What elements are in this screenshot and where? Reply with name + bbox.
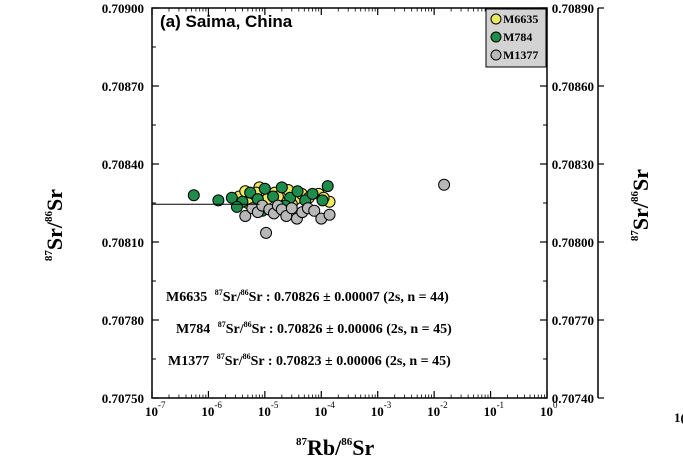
right-panel-y-tick-label: 0.70740 — [552, 391, 594, 406]
right-panel-y-tick-label: 0.70860 — [552, 79, 594, 94]
right-panel-y-tick-label: 0.70890 — [552, 1, 594, 16]
data-point-m784 — [187, 189, 200, 202]
data-layer — [152, 178, 451, 239]
right-panel-y-tick-label: 0.70830 — [552, 157, 594, 172]
x-tick-label-exponent: -4 — [327, 400, 335, 410]
legend-marker-m784 — [490, 31, 502, 43]
annotation-m784-label: M784 — [176, 322, 210, 337]
x-tick-label-exponent: -1 — [497, 400, 505, 410]
y-axis-title: 87Sr/86Sr — [42, 189, 67, 261]
x-tick-label: 10 — [314, 404, 327, 419]
data-point-m1377 — [438, 178, 451, 191]
annotations: M6635 87Sr/86Sr : 0.70826 ± 0.00007 (2s,… — [166, 288, 452, 369]
x-tick-label-exponent: -2 — [440, 400, 448, 410]
data-point-m1377 — [239, 210, 252, 222]
chart-title: (a) Saima, China — [160, 12, 293, 31]
y-tick-label: 0.70780 — [102, 313, 144, 328]
y-tick-label: 0.70840 — [102, 157, 144, 172]
legend-marker-m1377 — [490, 49, 502, 61]
annotation-m6635-text: : 0.70826 ± 0.00007 (2s, n = 44) — [266, 290, 449, 305]
x-tick-label: 10 — [201, 404, 214, 419]
right-panel-y-tick-label: 0.70800 — [552, 235, 594, 250]
data-point-m784 — [258, 182, 271, 195]
legend-label-m1377: M1377 — [503, 48, 538, 62]
right-panel-y-tick-label: 0.70770 — [552, 313, 594, 328]
data-point-m1377 — [323, 208, 336, 221]
x-tick-label: 10 — [540, 404, 553, 419]
annotation-m784-text: : 0.70826 ± 0.00006 (2s, n = 45) — [269, 322, 452, 337]
right-panel-x-tick-partial: 1( — [674, 410, 683, 425]
right-panel-ticks: 0.70890 0.70860 0.70830 0.70800 0.70770 0.707… — [552, 1, 604, 406]
data-point-m1377 — [308, 204, 321, 217]
y-tick-label: 0.70870 — [102, 79, 144, 94]
right-panel-partial: 0.70890 0.70860 0.70830 0.70800 0.70770 0.707… — [552, 1, 683, 425]
x-tick-label: 10 — [258, 404, 271, 419]
x-tick-label: 10 — [145, 404, 158, 419]
y-tick-label: 0.70900 — [102, 1, 144, 16]
data-point-m784 — [244, 186, 257, 199]
data-point-m784 — [275, 181, 288, 194]
right-panel-y-axis-title: 87Sr/86Sr — [628, 169, 653, 241]
data-point-m784 — [230, 200, 243, 213]
data-point-m1377 — [285, 202, 298, 215]
annotation-m6635-label: M6635 — [166, 290, 207, 305]
x-tick-label-exponent: 0 — [553, 400, 558, 410]
y-tick-label: 0.70810 — [102, 235, 144, 250]
x-axis-title: 87Rb/86Sr — [296, 435, 374, 460]
data-point-m784 — [321, 180, 334, 193]
legend-label-m6635: M6635 — [503, 12, 538, 26]
annotation-m784: M784 87Sr/86Sr : 0.70826 ± 0.00006 (2s, … — [176, 320, 452, 337]
data-point-m784 — [212, 194, 225, 207]
data-point-m784 — [291, 185, 304, 198]
x-tick-label-exponent: -3 — [384, 400, 392, 410]
legend-label-m784: M784 — [503, 30, 532, 44]
legend-marker-m6635 — [490, 13, 502, 25]
x-tick-label-exponent: -5 — [271, 400, 279, 410]
x-tick-label: 10 — [427, 404, 440, 419]
data-point-m784 — [306, 187, 319, 200]
annotation-m1377-label: M1377 — [168, 354, 209, 369]
annotation-m6635: M6635 87Sr/86Sr : 0.70826 ± 0.00007 (2s,… — [166, 288, 449, 305]
x-tick-label: 10 — [484, 404, 497, 419]
x-tick-label-exponent: -6 — [214, 400, 222, 410]
annotation-m1377: M1377 87Sr/86Sr : 0.70823 ± 0.00006 (2s,… — [168, 352, 451, 369]
y-tick-label: 0.70750 — [102, 391, 144, 406]
ticks-layer: 0.70900 0.70870 0.70840 0.70810 0.70780 0.707… — [102, 1, 558, 419]
data-point-m784 — [225, 191, 238, 204]
data-point-m1377 — [260, 226, 273, 239]
x-tick-label-exponent: -7 — [158, 400, 166, 410]
annotation-m1377-text: : 0.70823 ± 0.00006 (2s, n = 45) — [268, 354, 451, 369]
x-tick-label: 10 — [371, 404, 384, 419]
data-point-m784 — [316, 194, 329, 207]
legend: M6635 M784 M1377 — [485, 8, 547, 68]
